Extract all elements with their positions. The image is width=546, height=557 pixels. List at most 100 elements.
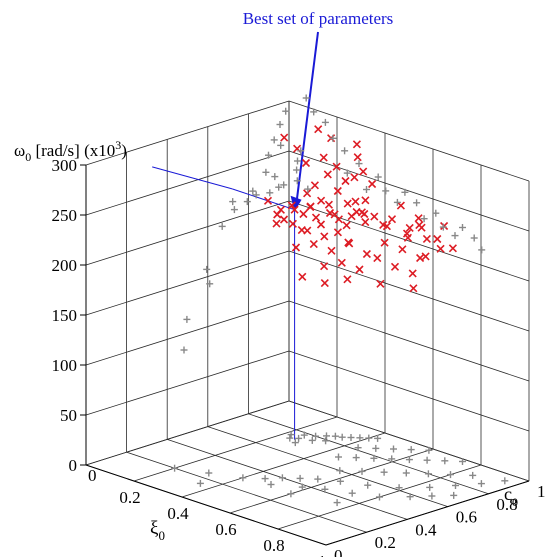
data-point-plus-marker [267, 481, 275, 488]
data-point-x-marker [433, 234, 442, 244]
data-point-plus-marker [230, 206, 238, 214]
data-point-plus-marker [341, 147, 349, 155]
z-tick-label: 50 [60, 406, 77, 425]
data-point-x-marker [324, 200, 333, 209]
marker-stroke [320, 262, 329, 271]
data-point-x-marker [405, 223, 414, 232]
data-point-x-marker [414, 214, 423, 223]
data-point-x-marker [272, 219, 281, 228]
marker-stroke [325, 208, 335, 218]
marker-stroke [351, 197, 360, 206]
marker-stroke [273, 210, 282, 219]
marker-stroke [368, 179, 377, 189]
data-point-plus-marker [393, 198, 401, 206]
z-tick-label: 150 [52, 306, 78, 325]
annotation-label: Best set of parameters [243, 9, 394, 28]
data-point-plus-marker [278, 474, 286, 482]
marker-stroke [361, 196, 370, 205]
data-point-x-marker [361, 218, 370, 227]
wall-gridline-back [288, 300, 530, 382]
data-point-plus-marker [296, 474, 304, 482]
data-point-x-marker [347, 212, 356, 221]
marker-stroke [440, 221, 449, 231]
data-point-plus-marker [183, 315, 191, 323]
data-point-plus-marker [277, 141, 285, 149]
data-point-plus-marker [329, 134, 337, 142]
data-point-plus-marker [348, 489, 356, 497]
data-point-plus-marker [261, 475, 269, 483]
marker-stroke [343, 199, 352, 208]
marker-stroke [417, 223, 426, 232]
x-tick-label: 0.8 [263, 536, 284, 555]
z-axis-label-rest: [rad/s] (x10 [31, 141, 115, 160]
data-point-x-marker [355, 265, 364, 274]
data-point-plus-marker [300, 431, 308, 439]
marker-stroke [421, 252, 430, 261]
marker-stroke [405, 223, 414, 232]
data-point-plus-marker [372, 444, 380, 452]
marker-stroke [330, 210, 339, 219]
data-point-plus-marker [343, 169, 351, 177]
x-axis-label-main: ξ [150, 518, 159, 539]
data-point-x-marker [290, 205, 299, 214]
marker-stroke [327, 246, 336, 255]
marker-stroke [350, 173, 359, 182]
data-point-plus-marker [451, 232, 459, 240]
marker-stroke [306, 202, 315, 211]
data-point-plus-marker [294, 157, 301, 165]
marker-stroke [376, 279, 385, 288]
data-point-plus-marker [365, 434, 373, 442]
z-axis-label-close: ) [121, 141, 127, 160]
data-point-plus-marker [354, 444, 362, 452]
marker-stroke [382, 222, 391, 231]
data-point-plus-marker [478, 246, 486, 254]
data-point-x-marker [303, 226, 312, 235]
data-point-x-marker [332, 162, 341, 171]
z-axis-label-sup: 3 [115, 138, 121, 152]
data-point-plus-marker [293, 177, 301, 185]
marker-stroke [299, 209, 308, 219]
marker-stroke [298, 272, 307, 281]
marker-stroke [343, 275, 352, 284]
x-tick-label: 0.4 [167, 504, 189, 523]
marker-stroke [291, 243, 301, 252]
data-point-plus-marker [335, 453, 342, 461]
data-point-plus-marker [423, 456, 431, 464]
x-axis-label-sub: 0 [158, 528, 165, 543]
z-axis-label-main: ω [14, 141, 25, 160]
data-point-x-marker [298, 272, 307, 281]
data-point-plus-marker [374, 173, 382, 181]
data-point-plus-marker [239, 474, 247, 482]
data-point-plus-marker [450, 491, 458, 499]
data-point-plus-marker [265, 151, 272, 159]
data-point-x-marker [368, 179, 377, 189]
x-tick-label: 0.2 [119, 488, 140, 507]
marker-stroke [390, 262, 400, 271]
data-point-plus-marker [370, 454, 378, 462]
data-point-x-marker [370, 212, 379, 221]
x-axis-label: ξ0 [150, 518, 165, 543]
wall-gridline-back [288, 100, 530, 182]
marker-stroke [362, 249, 371, 259]
marker-stroke [353, 153, 362, 162]
data-point-plus-marker [280, 181, 288, 189]
data-point-plus-marker [203, 265, 211, 273]
data-point-plus-marker [363, 186, 370, 193]
data-point-x-marker [310, 181, 319, 190]
marker-stroke [333, 186, 342, 196]
marker-stroke [332, 162, 341, 171]
data-point-plus-marker [336, 477, 344, 485]
marker-stroke [288, 219, 297, 228]
marker-stroke [408, 269, 417, 278]
marker-stroke [433, 234, 442, 244]
data-point-plus-marker [413, 199, 421, 207]
marker-stroke [352, 140, 361, 149]
marker-stroke [334, 215, 343, 224]
data-point-x-marker [330, 210, 339, 219]
marker-stroke [396, 201, 405, 210]
marker-stroke [316, 220, 326, 229]
data-point-x-marker [409, 284, 418, 293]
marker-stroke [398, 245, 407, 254]
data-point-plus-marker [243, 198, 251, 206]
wall-gridline-left [85, 250, 290, 316]
